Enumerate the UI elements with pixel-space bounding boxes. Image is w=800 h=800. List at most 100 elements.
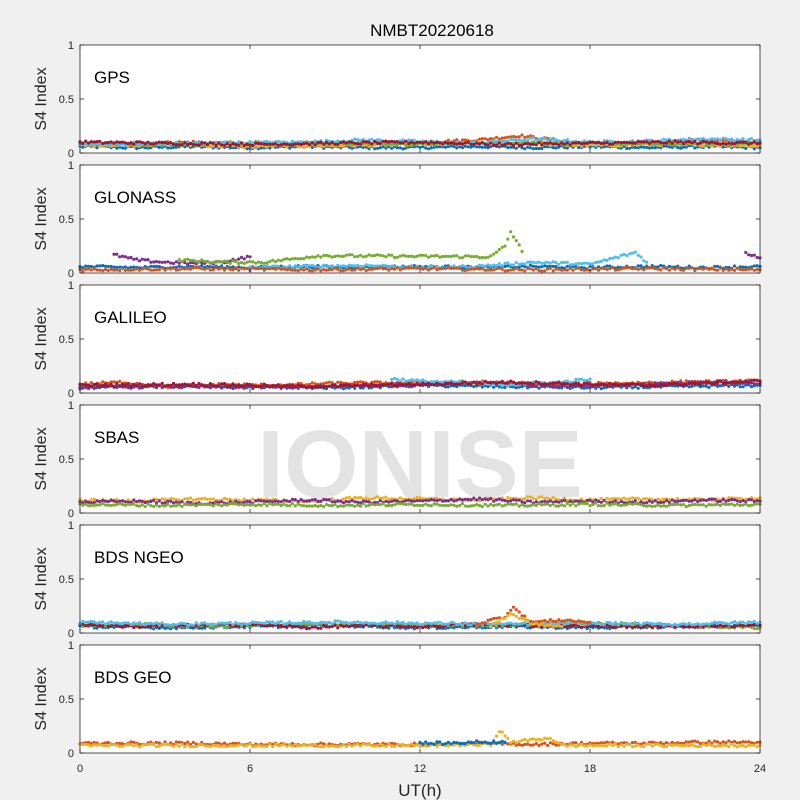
data-point — [418, 623, 422, 627]
data-point — [132, 502, 136, 506]
data-point — [554, 260, 558, 265]
data-point — [744, 500, 748, 504]
data-point — [526, 260, 530, 264]
data-point — [667, 382, 671, 386]
data-point — [698, 626, 703, 630]
data-point — [749, 253, 754, 258]
data-point — [248, 143, 252, 147]
data-point — [693, 498, 697, 502]
data-point — [710, 382, 714, 386]
data-point — [211, 384, 215, 388]
data-point — [602, 258, 606, 262]
data-point — [710, 497, 714, 501]
data-point — [486, 263, 490, 267]
data-point — [554, 626, 558, 631]
data-point — [364, 254, 368, 258]
data-point — [203, 259, 207, 263]
data-point — [534, 503, 538, 507]
data-point — [205, 497, 210, 501]
data-point — [200, 261, 204, 265]
data-point — [432, 141, 436, 145]
data-point — [231, 382, 235, 387]
data-point — [171, 145, 176, 149]
data-point — [412, 497, 416, 501]
data-point — [231, 502, 235, 506]
data-point — [370, 137, 374, 141]
data-point — [696, 625, 700, 629]
data-point — [169, 497, 173, 501]
data-point — [84, 264, 88, 268]
data-point — [582, 378, 586, 382]
data-point — [435, 621, 439, 625]
data-point — [103, 622, 108, 626]
data-point — [497, 497, 501, 501]
data-point — [208, 503, 212, 507]
data-point — [203, 621, 207, 625]
data-point — [662, 137, 666, 141]
data-point — [616, 503, 620, 507]
data-point — [704, 504, 708, 508]
data-point — [140, 140, 144, 145]
data-point — [633, 382, 637, 386]
data-point — [480, 145, 484, 149]
data-point — [653, 504, 657, 508]
data-point — [667, 500, 671, 504]
data-point — [639, 500, 643, 504]
data-point — [336, 619, 340, 623]
data-point — [254, 266, 258, 271]
data-point — [560, 503, 564, 507]
data-point — [713, 382, 717, 386]
data-point — [681, 498, 686, 503]
data-point — [704, 140, 708, 144]
data-point — [118, 143, 122, 147]
data-point — [656, 503, 660, 507]
data-point — [112, 621, 116, 625]
data-point — [378, 146, 382, 150]
data-point — [84, 624, 88, 628]
data-point — [656, 625, 660, 629]
data-point — [752, 268, 756, 272]
data-point — [571, 382, 575, 386]
data-point — [222, 503, 227, 507]
data-point — [426, 255, 431, 259]
data-point — [333, 500, 337, 504]
data-point — [636, 267, 640, 271]
data-point — [225, 497, 229, 501]
data-point — [548, 499, 552, 503]
data-point — [353, 495, 357, 500]
data-point — [585, 378, 589, 382]
data-point — [137, 142, 142, 147]
data-point — [290, 266, 295, 270]
data-point — [344, 496, 348, 500]
data-point — [579, 501, 584, 505]
data-point — [421, 267, 425, 271]
data-point — [157, 265, 161, 269]
data-point — [118, 379, 122, 383]
data-point — [160, 260, 164, 264]
y-tick-label: 1 — [68, 160, 74, 172]
data-point — [106, 264, 110, 269]
data-point — [744, 379, 748, 383]
data-point — [387, 265, 391, 270]
data-point — [356, 254, 360, 259]
data-point — [237, 257, 241, 261]
data-point — [619, 385, 623, 389]
data-point — [92, 386, 96, 390]
data-point — [384, 139, 388, 143]
data-point — [418, 499, 422, 503]
data-point — [540, 140, 544, 144]
data-point — [568, 383, 572, 387]
data-point — [721, 136, 725, 140]
data-point — [302, 142, 306, 146]
data-point — [84, 502, 88, 506]
data-point — [288, 264, 292, 268]
data-point — [463, 264, 467, 268]
data-point — [254, 144, 258, 148]
data-point — [630, 251, 635, 255]
data-point — [361, 621, 365, 625]
data-point — [197, 260, 201, 264]
data-point — [630, 500, 635, 504]
data-point — [245, 266, 249, 270]
data-point — [749, 144, 754, 148]
data-point — [653, 142, 657, 146]
